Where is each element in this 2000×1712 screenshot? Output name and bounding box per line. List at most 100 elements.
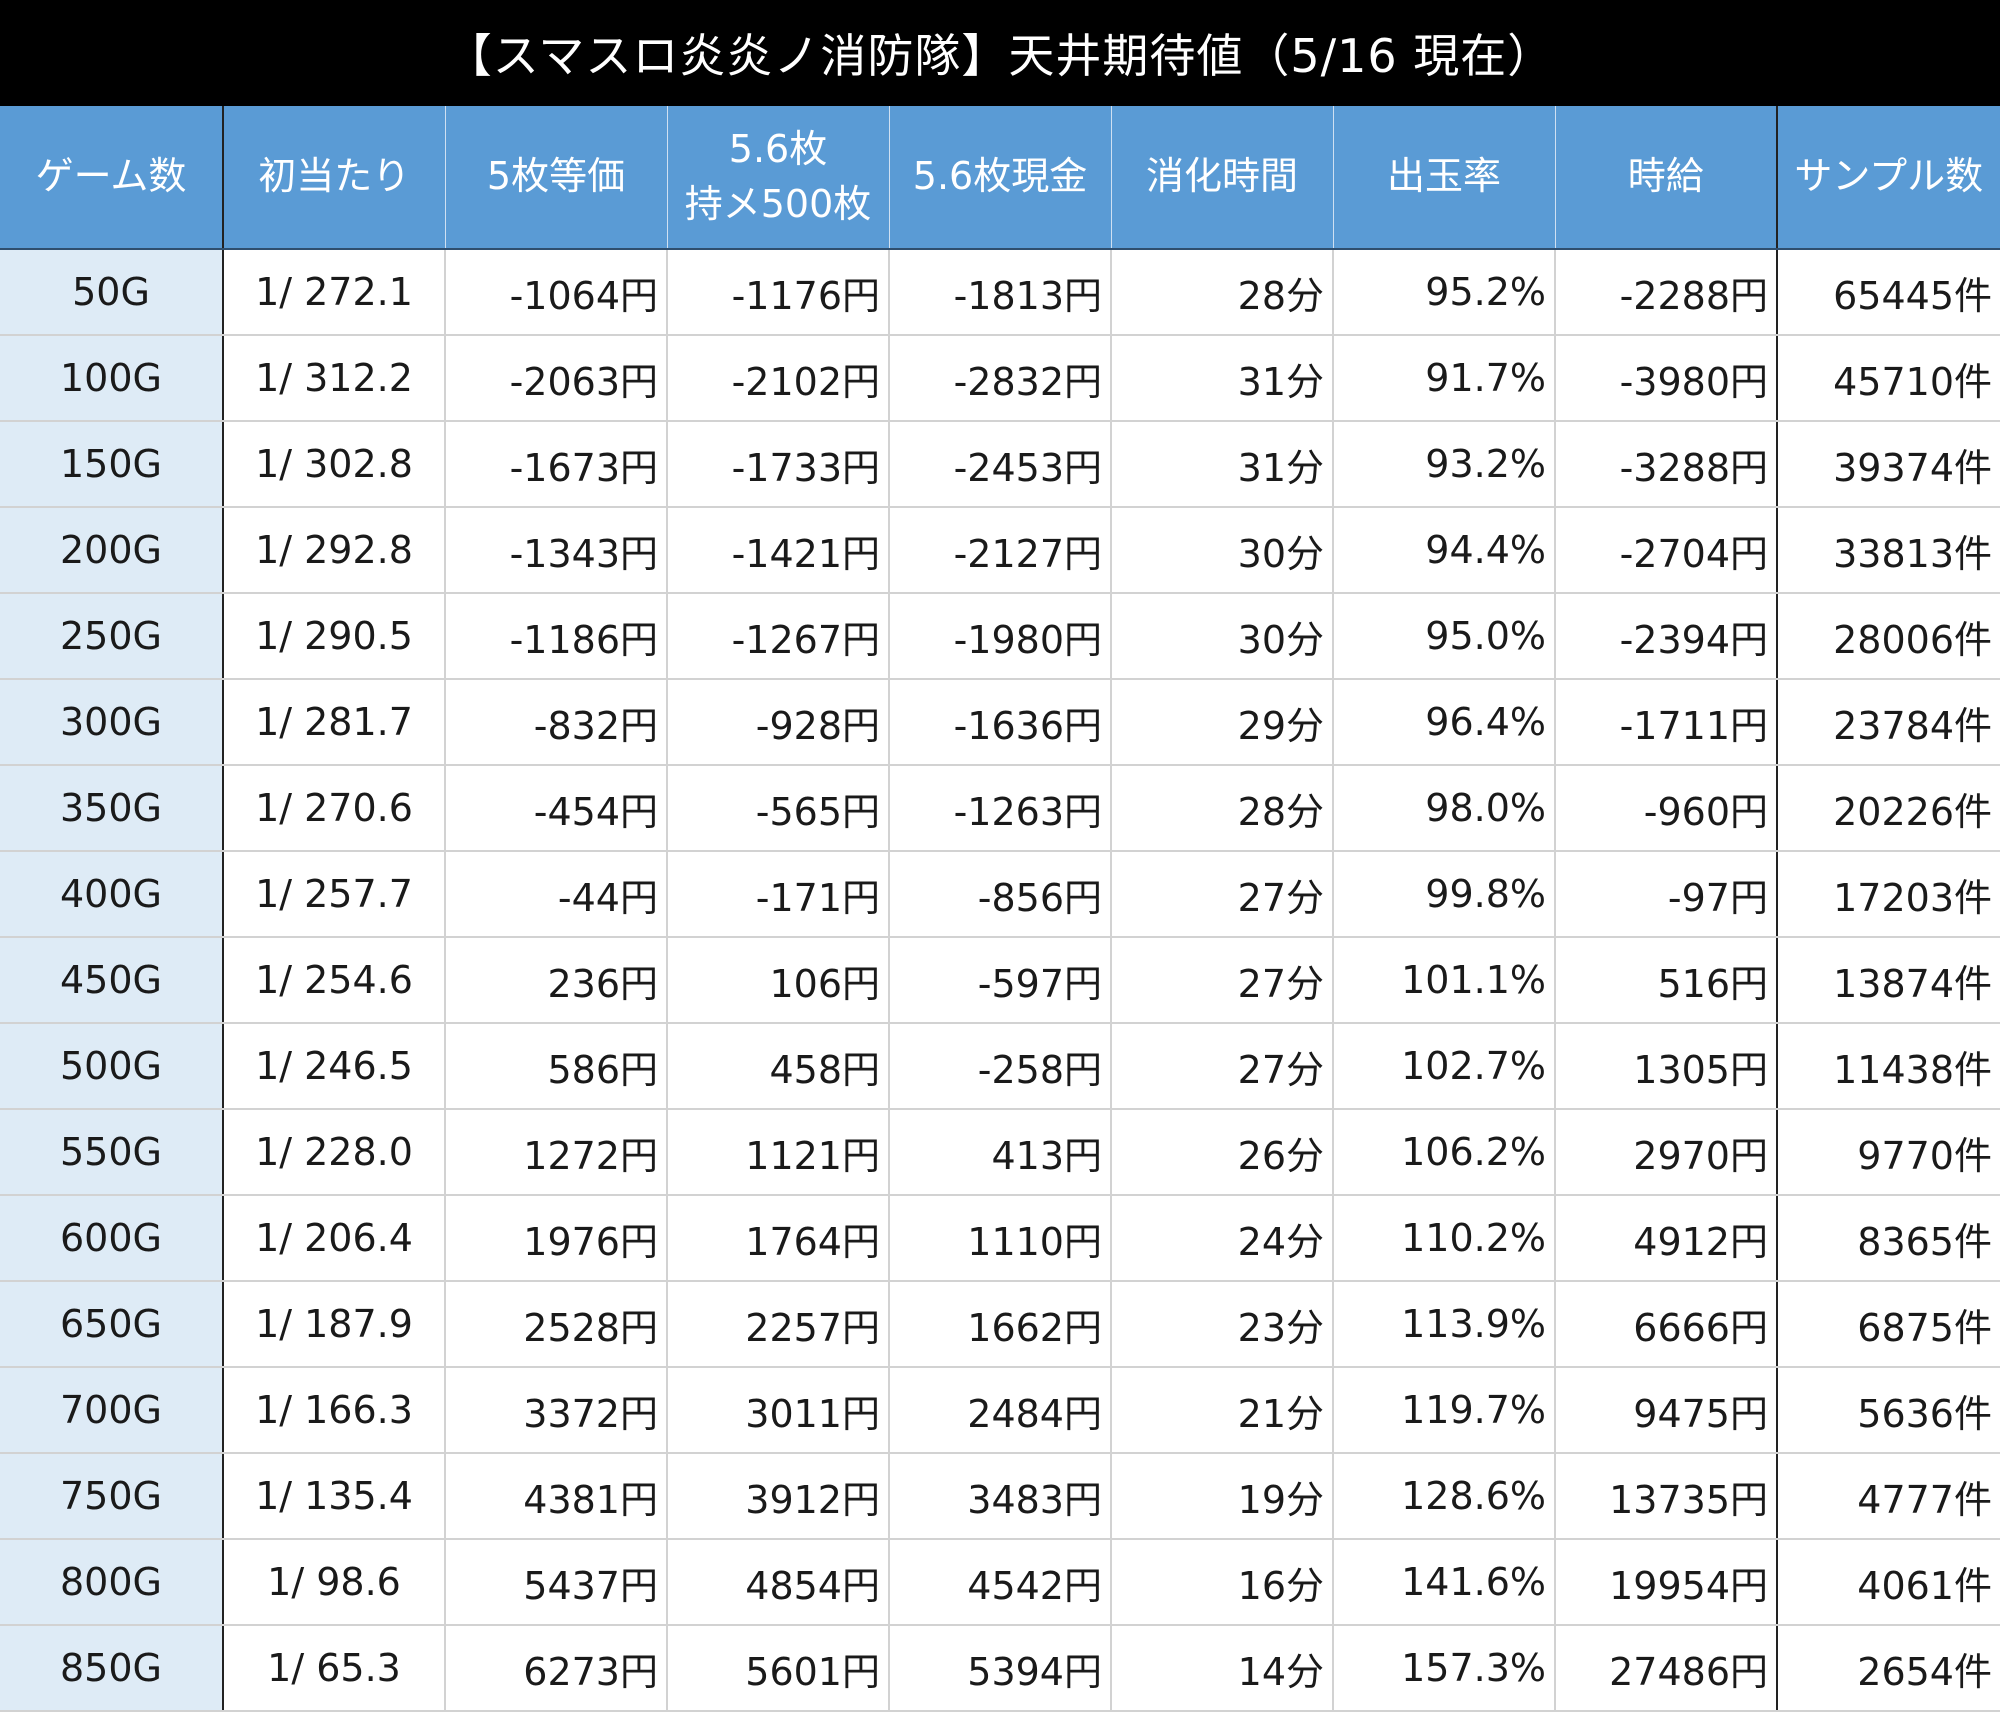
cell-ev-56: 458円 (667, 1023, 890, 1110)
cell-payout: 101.1% (1333, 937, 1556, 1024)
cell-ev-5: 586円 (445, 1023, 668, 1110)
header-row: ゲーム数 初当たり 5枚等価 5.6枚 持メ500枚 5.6枚現金 消化時間 出… (0, 106, 2000, 250)
cell-first-hit: 1/ 166.3 (223, 1367, 446, 1454)
cell-hourly: -97円 (1555, 851, 1778, 938)
cell-samples: 4777件 (1777, 1453, 2000, 1540)
cell-payout: 95.0% (1333, 593, 1556, 680)
cell-ev-56: 106円 (667, 937, 890, 1024)
cell-ev-5: 4381円 (445, 1453, 668, 1540)
page-title: 【スマスロ炎炎ノ消防隊】天井期待値（5/16 現在） (0, 0, 2000, 106)
cell-ev-56: -565円 (667, 765, 890, 852)
cell-ev-5: -1186円 (445, 593, 668, 680)
header-ev-5: 5枚等価 (445, 106, 668, 250)
ev-table: ゲーム数 初当たり 5枚等価 5.6枚 持メ500枚 5.6枚現金 消化時間 出… (0, 106, 2000, 1712)
cell-time: 27分 (1111, 937, 1334, 1024)
cell-ev-56-cash: -1636円 (889, 679, 1112, 766)
cell-time: 28分 (1111, 249, 1334, 336)
cell-ev-5: 2528円 (445, 1281, 668, 1368)
cell-ev-56-cash: -597円 (889, 937, 1112, 1024)
cell-first-hit: 1/ 292.8 (223, 507, 446, 594)
cell-games: 50G (0, 249, 224, 336)
cell-hourly: -3980円 (1555, 335, 1778, 422)
header-hourly: 時給 (1555, 106, 1778, 250)
cell-ev-5: 1976円 (445, 1195, 668, 1282)
cell-samples: 17203件 (1777, 851, 2000, 938)
table-row: 500G 1/ 246.5 586円 458円 -258円 27分 102.7% 1305円 1… (0, 1023, 2000, 1110)
table-row: 550G 1/ 228.0 1272円 1121円 413円 26分 106.2% 2970円… (0, 1109, 2000, 1196)
cell-payout: 94.4% (1333, 507, 1556, 594)
cell-games: 550G (0, 1109, 224, 1196)
table-row: 150G 1/ 302.8 -1673円 -1733円 -2453円 31分 93.2% -3… (0, 421, 2000, 508)
cell-time: 23分 (1111, 1281, 1334, 1368)
cell-first-hit: 1/ 302.8 (223, 421, 446, 508)
cell-hourly: 9475円 (1555, 1367, 1778, 1454)
cell-samples: 20226件 (1777, 765, 2000, 852)
table-row: 650G 1/ 187.9 2528円 2257円 1662円 23分 113.9% 6666… (0, 1281, 2000, 1368)
cell-ev-5: 1272円 (445, 1109, 668, 1196)
cell-ev-5: 3372円 (445, 1367, 668, 1454)
table-row: 800G 1/ 98.6 5437円 4854円 4542円 16分 141.6% 19954… (0, 1539, 2000, 1626)
cell-ev-5: -454円 (445, 765, 668, 852)
cell-ev-56: -1421円 (667, 507, 890, 594)
cell-ev-56: 1121円 (667, 1109, 890, 1196)
table-row: 850G 1/ 65.3 6273円 5601円 5394円 14分 157.3% 27486… (0, 1625, 2000, 1712)
cell-payout: 93.2% (1333, 421, 1556, 508)
header-ev-56-line1: 5.6枚 (728, 126, 828, 171)
cell-ev-56: -1733円 (667, 421, 890, 508)
cell-ev-56-cash: -2832円 (889, 335, 1112, 422)
cell-ev-5: -832円 (445, 679, 668, 766)
cell-first-hit: 1/ 272.1 (223, 249, 446, 336)
cell-payout: 110.2% (1333, 1195, 1556, 1282)
cell-ev-56-cash: -1813円 (889, 249, 1112, 336)
cell-ev-56-cash: -2127円 (889, 507, 1112, 594)
cell-first-hit: 1/ 257.7 (223, 851, 446, 938)
cell-games: 350G (0, 765, 224, 852)
cell-samples: 6875件 (1777, 1281, 2000, 1368)
cell-time: 31分 (1111, 335, 1334, 422)
cell-first-hit: 1/ 135.4 (223, 1453, 446, 1540)
cell-ev-56: 3011円 (667, 1367, 890, 1454)
cell-ev-56: 4854円 (667, 1539, 890, 1626)
cell-ev-56-cash: 2484円 (889, 1367, 1112, 1454)
cell-games: 150G (0, 421, 224, 508)
cell-ev-5: -1673円 (445, 421, 668, 508)
cell-time: 27分 (1111, 851, 1334, 938)
cell-payout: 98.0% (1333, 765, 1556, 852)
cell-hourly: 2970円 (1555, 1109, 1778, 1196)
cell-first-hit: 1/ 281.7 (223, 679, 446, 766)
table-body: 50G 1/ 272.1 -1064円 -1176円 -1813円 28分 95.2% -22… (0, 249, 2000, 1712)
cell-time: 29分 (1111, 679, 1334, 766)
cell-hourly: -960円 (1555, 765, 1778, 852)
cell-payout: 91.7% (1333, 335, 1556, 422)
cell-time: 30分 (1111, 507, 1334, 594)
cell-hourly: 19954円 (1555, 1539, 1778, 1626)
cell-hourly: 516円 (1555, 937, 1778, 1024)
cell-ev-56-cash: -2453円 (889, 421, 1112, 508)
cell-ev-56-cash: 4542円 (889, 1539, 1112, 1626)
table-row: 50G 1/ 272.1 -1064円 -1176円 -1813円 28分 95.2% -22… (0, 249, 2000, 336)
cell-hourly: 4912円 (1555, 1195, 1778, 1282)
cell-payout: 96.4% (1333, 679, 1556, 766)
cell-payout: 113.9% (1333, 1281, 1556, 1368)
cell-ev-5: -1064円 (445, 249, 668, 336)
header-time: 消化時間 (1111, 106, 1334, 250)
cell-ev-5: 5437円 (445, 1539, 668, 1626)
cell-samples: 13874件 (1777, 937, 2000, 1024)
cell-games: 600G (0, 1195, 224, 1282)
cell-ev-56: -928円 (667, 679, 890, 766)
cell-first-hit: 1/ 246.5 (223, 1023, 446, 1110)
cell-first-hit: 1/ 270.6 (223, 765, 446, 852)
cell-ev-56-cash: 413円 (889, 1109, 1112, 1196)
cell-hourly: 13735円 (1555, 1453, 1778, 1540)
cell-ev-56: 5601円 (667, 1625, 890, 1712)
cell-ev-56: -171円 (667, 851, 890, 938)
cell-samples: 9770件 (1777, 1109, 2000, 1196)
header-ev-56: 5.6枚 持メ500枚 (667, 106, 890, 250)
cell-time: 30分 (1111, 593, 1334, 680)
cell-samples: 28006件 (1777, 593, 2000, 680)
cell-samples: 39374件 (1777, 421, 2000, 508)
cell-samples: 45710件 (1777, 335, 2000, 422)
table-row: 350G 1/ 270.6 -454円 -565円 -1263円 28分 98.0% -960… (0, 765, 2000, 852)
cell-samples: 23784件 (1777, 679, 2000, 766)
cell-ev-56-cash: 5394円 (889, 1625, 1112, 1712)
